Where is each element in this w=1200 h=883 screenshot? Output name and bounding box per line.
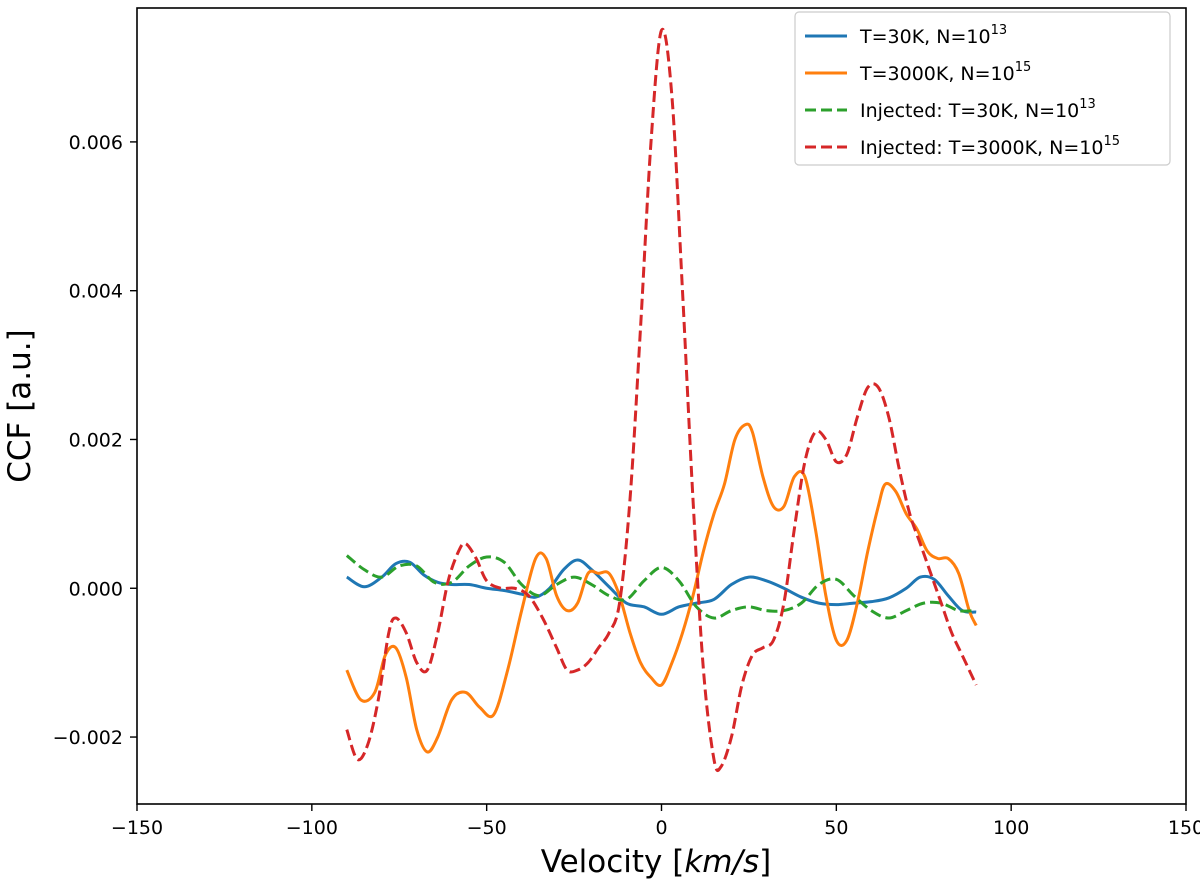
series-line-injected-t3000k-n15 bbox=[345, 27, 978, 773]
x-axis-label: Velocity [km/s] bbox=[541, 844, 771, 880]
y-tick-label: −0.002 bbox=[53, 727, 123, 749]
y-tick-label: 0.000 bbox=[69, 578, 123, 600]
y-axis-label: CCF [a.u.] bbox=[2, 329, 38, 483]
x-tick-label: 150 bbox=[1168, 817, 1200, 839]
x-tick-label: −150 bbox=[111, 817, 163, 839]
x-tick-label: −100 bbox=[286, 817, 338, 839]
y-tick-label: 0.006 bbox=[69, 132, 123, 154]
series-line-t3000k-n15 bbox=[345, 422, 978, 754]
y-axis: −0.002 0.000 0.002 0.004 0.006 bbox=[53, 132, 137, 749]
legend-label-t30k-n13: T=30K, N=1013 bbox=[859, 23, 1007, 48]
x-tick-label: 0 bbox=[655, 817, 667, 839]
legend-label-injected-t3000k-n15: Injected: T=3000K, N=1015 bbox=[860, 134, 1120, 159]
legend-box bbox=[794, 11, 1171, 166]
x-axis: −150 −100 −50 0 50 100 150 bbox=[111, 804, 1200, 839]
x-tick-label: −50 bbox=[467, 817, 507, 839]
legend-label-injected-t30k-n13: Injected: T=30K, N=1013 bbox=[860, 97, 1096, 122]
legend-label-t3000k-n15: T=3000K, N=1015 bbox=[859, 60, 1031, 85]
series-line-injected-t30k-n13 bbox=[345, 554, 977, 620]
x-tick-label: 50 bbox=[824, 817, 848, 839]
y-tick-label: 0.004 bbox=[69, 281, 123, 303]
y-tick-label: 0.002 bbox=[69, 429, 123, 451]
series-layer bbox=[345, 27, 978, 773]
legend: T=30K, N=1013 T=3000K, N=1015 Injected: T=… bbox=[794, 11, 1171, 166]
x-tick-label: 100 bbox=[993, 817, 1029, 839]
